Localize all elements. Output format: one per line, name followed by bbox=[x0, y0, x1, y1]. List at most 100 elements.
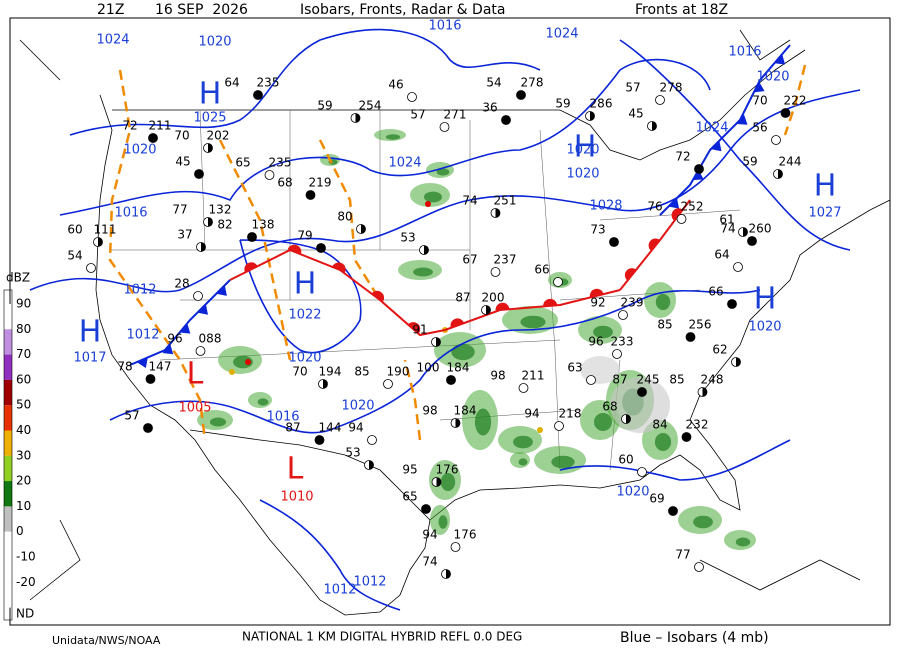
pressure-center-symbol: H bbox=[294, 267, 317, 302]
isobar-label: 1016 bbox=[266, 410, 299, 425]
station-temperature: 73 bbox=[590, 223, 605, 237]
radar-core bbox=[537, 427, 543, 433]
isobar-label: 1024 bbox=[96, 33, 129, 48]
fronts-time: Fronts at 18Z bbox=[635, 2, 728, 18]
radar-echoes bbox=[197, 129, 756, 550]
isobar-label: 1016 bbox=[728, 45, 761, 60]
station-cover bbox=[316, 243, 326, 253]
station-pressure: 184 bbox=[454, 404, 477, 418]
station-cover bbox=[590, 111, 595, 121]
station-temperature: 64 bbox=[224, 76, 239, 90]
station-cover bbox=[315, 435, 324, 445]
station-pressure: 252 bbox=[681, 200, 704, 214]
station-temperature: 57 bbox=[410, 108, 425, 122]
color-scale-nodata: ND bbox=[16, 607, 34, 621]
radar-echo bbox=[413, 267, 433, 277]
station-pressure: 254 bbox=[359, 99, 382, 113]
radar-echo bbox=[209, 417, 227, 427]
station-pressure: 144 bbox=[319, 421, 342, 435]
isobar-label: 1020 bbox=[123, 143, 156, 158]
radar-echo bbox=[474, 408, 492, 436]
color-scale-label: 0 bbox=[16, 524, 24, 538]
station-cover bbox=[208, 143, 213, 153]
color-swatch bbox=[4, 405, 12, 431]
station-temperature: 85 bbox=[354, 365, 369, 379]
station-pressure: 211 bbox=[522, 369, 545, 383]
station-pressure: 245 bbox=[637, 373, 660, 387]
station-pressure: 235 bbox=[269, 156, 292, 170]
station-pressure: 286 bbox=[590, 97, 613, 111]
radar-echo bbox=[513, 435, 533, 449]
station-pressure: 222 bbox=[784, 94, 807, 108]
color-scale-label: 10 bbox=[16, 499, 31, 513]
station-circle bbox=[383, 379, 393, 389]
station-cover bbox=[146, 374, 155, 384]
station-cover bbox=[98, 237, 103, 247]
front-triangle bbox=[136, 357, 148, 369]
station-temperature: 68 bbox=[277, 176, 292, 190]
station-circle bbox=[193, 291, 203, 301]
station-temperature: 74 bbox=[720, 222, 735, 236]
station-circle bbox=[733, 262, 743, 272]
station-cover bbox=[781, 108, 790, 118]
color-swatch bbox=[4, 379, 12, 406]
station-circle bbox=[637, 467, 647, 477]
front-semicircle bbox=[244, 262, 258, 273]
pressure-center-symbol: H bbox=[574, 130, 597, 165]
station-pressure: 248 bbox=[701, 373, 724, 387]
valid-time: 21Z bbox=[97, 2, 124, 18]
station-temperature: 66 bbox=[534, 263, 549, 277]
radar-echo bbox=[551, 455, 575, 469]
outer-land bbox=[19, 29, 861, 601]
color-swatch bbox=[4, 481, 12, 507]
station-pressure: 239 bbox=[621, 296, 644, 310]
radar-echo bbox=[654, 433, 672, 451]
station-temperature: 100 bbox=[417, 361, 440, 375]
station-temperature: 65 bbox=[402, 490, 417, 504]
station-temperature: 60 bbox=[618, 453, 633, 467]
station-temperature: 66 bbox=[708, 285, 723, 299]
station-circle bbox=[264, 170, 275, 180]
station-cover bbox=[609, 237, 619, 247]
station-pressure: 244 bbox=[779, 155, 802, 169]
station-pressure: 176 bbox=[454, 528, 477, 542]
station-temperature: 36 bbox=[482, 101, 497, 115]
station-pressure: 190 bbox=[387, 365, 410, 379]
station-temperature: 94 bbox=[524, 407, 539, 421]
station-temperature: 80 bbox=[337, 210, 352, 224]
station-cover bbox=[455, 418, 460, 428]
radar-core bbox=[245, 359, 251, 365]
station-cover bbox=[306, 190, 315, 200]
station-cover bbox=[323, 379, 328, 389]
station-pressure: 251 bbox=[494, 194, 517, 208]
station-temperature: 78 bbox=[117, 360, 132, 374]
station-temperature: 72 bbox=[675, 150, 690, 164]
date: 16 SEP 2026 bbox=[155, 2, 248, 18]
pressure-center-symbol: L bbox=[287, 452, 304, 487]
station-pressure: 176 bbox=[436, 463, 459, 477]
station-temperature: 96 bbox=[167, 332, 182, 346]
color-scale-label: 70 bbox=[16, 347, 31, 361]
station-cover bbox=[247, 232, 257, 242]
station-circle bbox=[367, 435, 377, 445]
color-scale-label: -20 bbox=[16, 575, 36, 589]
station-pressure: 184 bbox=[447, 361, 470, 375]
station-temperature: 79 bbox=[297, 229, 312, 243]
station-temperature: 67 bbox=[462, 253, 477, 267]
color-scale-label: 40 bbox=[16, 423, 31, 437]
front-semicircle bbox=[543, 298, 558, 307]
front-triangle bbox=[692, 169, 704, 181]
station-cover bbox=[424, 245, 429, 255]
front-triangle bbox=[736, 114, 748, 125]
radar-core bbox=[229, 369, 235, 375]
station-pressure: 271 bbox=[444, 108, 467, 122]
front-semicircle bbox=[648, 238, 660, 251]
station-temperature: 62 bbox=[712, 343, 727, 357]
station-pressure: 132 bbox=[209, 203, 232, 217]
station-pressure: 278 bbox=[521, 76, 544, 90]
station-pressure: 233 bbox=[611, 335, 634, 349]
radar-echo bbox=[655, 293, 671, 311]
color-swatch bbox=[4, 557, 12, 583]
station-circle bbox=[86, 263, 96, 273]
